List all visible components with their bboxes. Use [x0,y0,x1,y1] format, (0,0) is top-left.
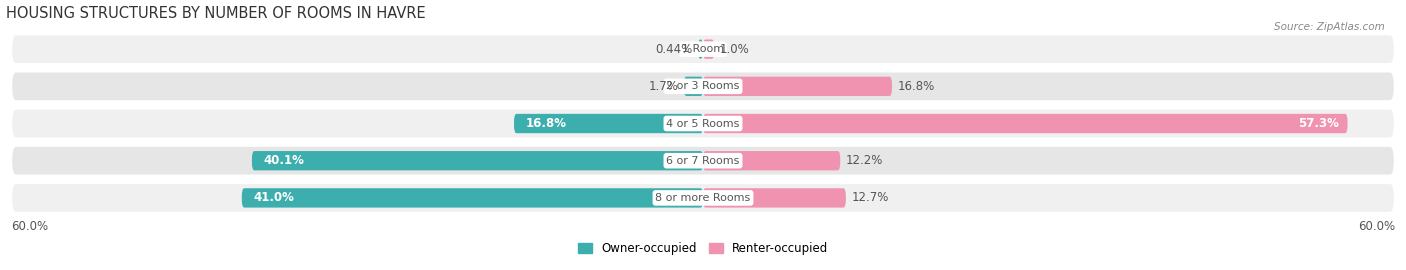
Text: 16.8%: 16.8% [897,80,935,93]
Text: 12.7%: 12.7% [852,191,889,204]
Text: 60.0%: 60.0% [1358,220,1395,233]
Text: 6 or 7 Rooms: 6 or 7 Rooms [666,156,740,166]
Text: 1 Room: 1 Room [682,44,724,54]
Text: 57.3%: 57.3% [1298,117,1339,130]
FancyBboxPatch shape [242,188,703,208]
Legend: Owner-occupied, Renter-occupied: Owner-occupied, Renter-occupied [572,237,834,260]
Text: 1.7%: 1.7% [648,80,678,93]
FancyBboxPatch shape [11,146,1395,176]
FancyBboxPatch shape [515,114,703,133]
Text: 12.2%: 12.2% [846,154,883,167]
Text: 0.44%: 0.44% [655,43,692,56]
Text: HOUSING STRUCTURES BY NUMBER OF ROOMS IN HAVRE: HOUSING STRUCTURES BY NUMBER OF ROOMS IN… [6,6,425,21]
Text: 16.8%: 16.8% [526,117,567,130]
Text: 4 or 5 Rooms: 4 or 5 Rooms [666,119,740,129]
FancyBboxPatch shape [11,72,1395,101]
FancyBboxPatch shape [697,39,703,59]
Text: Source: ZipAtlas.com: Source: ZipAtlas.com [1274,22,1385,32]
FancyBboxPatch shape [11,34,1395,64]
FancyBboxPatch shape [11,109,1395,139]
Text: 8 or more Rooms: 8 or more Rooms [655,193,751,203]
FancyBboxPatch shape [703,151,841,170]
FancyBboxPatch shape [703,114,1347,133]
FancyBboxPatch shape [703,188,846,208]
FancyBboxPatch shape [703,77,891,96]
FancyBboxPatch shape [11,183,1395,213]
Text: 41.0%: 41.0% [253,191,294,204]
FancyBboxPatch shape [683,77,703,96]
Text: 60.0%: 60.0% [11,220,48,233]
FancyBboxPatch shape [252,151,703,170]
FancyBboxPatch shape [703,39,714,59]
Text: 40.1%: 40.1% [263,154,304,167]
Text: 1.0%: 1.0% [720,43,749,56]
Text: 2 or 3 Rooms: 2 or 3 Rooms [666,81,740,91]
